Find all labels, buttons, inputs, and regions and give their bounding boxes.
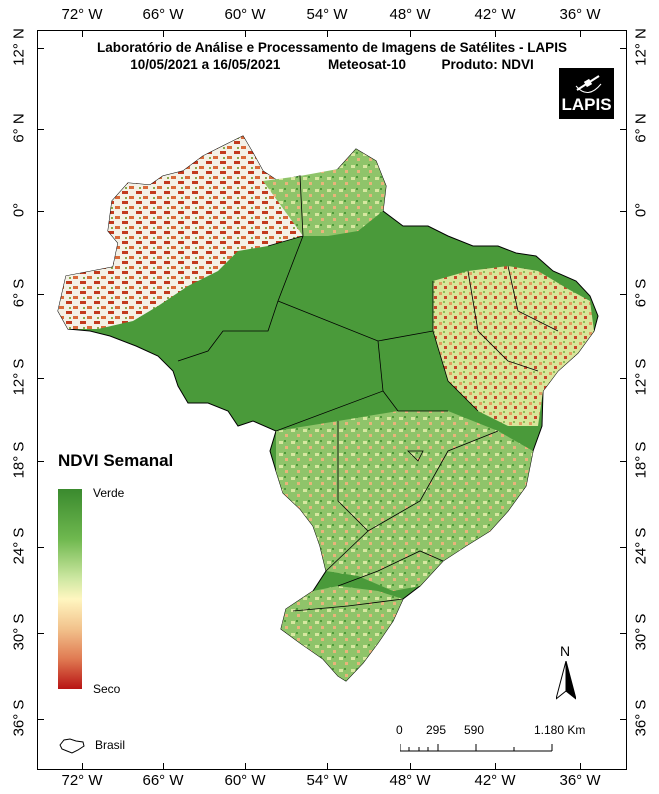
north-arrow-icon	[556, 661, 576, 700]
tick	[38, 48, 44, 49]
lat-label-left: 30° S	[10, 613, 28, 651]
tick	[163, 31, 164, 37]
satellite-text: Meteosat-10	[327, 57, 406, 72]
lon-label-top: 66° W	[142, 6, 184, 23]
lat-label-right: 12° N	[632, 28, 650, 66]
lon-label-top: 54° W	[306, 6, 348, 23]
lat-label-left: 6° N	[10, 113, 28, 143]
tick	[620, 48, 626, 49]
brazil-outline-icon	[59, 738, 85, 754]
lat-label-right: 6° S	[632, 278, 650, 308]
tick	[82, 31, 83, 37]
state-borders	[177, 175, 559, 612]
lat-label-right: 36° S	[632, 699, 650, 737]
tick	[38, 211, 44, 212]
legend-top-label: Verde	[93, 486, 125, 500]
tick	[163, 763, 164, 769]
lat-label-left: 0°	[10, 202, 28, 218]
tick	[38, 129, 44, 130]
scale-bar-line	[400, 744, 553, 752]
product-text: Produto: NDVI	[441, 57, 534, 72]
lon-label-top: 60° W	[224, 6, 266, 23]
tick	[410, 763, 411, 769]
logo-text: LAPIS	[561, 95, 612, 114]
tick	[38, 547, 44, 548]
lat-label-right: 12° S	[632, 358, 650, 396]
northern-region	[263, 149, 386, 236]
scale-label: 1.180 Km	[534, 723, 586, 737]
lat-label-right: 24° S	[632, 527, 650, 565]
legend-color-bar	[58, 489, 82, 689]
lat-label-right: 18° S	[632, 441, 650, 479]
tick	[38, 294, 44, 295]
scale-label: 295	[426, 723, 447, 737]
tick	[620, 719, 626, 720]
lon-label-top: 48° W	[389, 6, 431, 23]
lon-label-bottom: 36° W	[559, 772, 601, 789]
tick	[38, 461, 44, 462]
lon-label-bottom: 54° W	[306, 772, 348, 789]
tick	[495, 31, 496, 37]
lon-label-bottom: 42° W	[474, 772, 516, 789]
tick	[410, 31, 411, 37]
lat-label-left: 36° S	[10, 699, 28, 737]
semiarid-northeast	[433, 266, 594, 426]
lon-label-top: 36° W	[559, 6, 601, 23]
map-frame: Laboratório de Análise e Processamento d…	[37, 30, 627, 770]
tick	[245, 763, 246, 769]
lat-label-left: 24° S	[10, 527, 28, 565]
map-title: Laboratório de Análise e Processamento d…	[38, 39, 626, 73]
lat-label-left: 18° S	[10, 441, 28, 479]
ndvi-map	[57, 135, 599, 682]
scale-label: 590	[464, 723, 485, 737]
north-label: N	[560, 643, 571, 659]
central-southeast	[276, 411, 533, 591]
lon-label-bottom: 66° W	[142, 772, 184, 789]
tick	[38, 378, 44, 379]
tick	[495, 763, 496, 769]
tick	[580, 763, 581, 769]
tick	[620, 211, 626, 212]
tick	[620, 294, 626, 295]
lon-label-bottom: 72° W	[61, 772, 103, 789]
lat-label-right: 30° S	[632, 613, 650, 651]
lat-label-right: 0°	[632, 202, 650, 218]
lon-label-bottom: 60° W	[224, 772, 266, 789]
tick	[327, 763, 328, 769]
lat-label-right: 6° N	[632, 113, 650, 143]
title-line-2: 10/05/2021 a 16/05/2021 Meteosat-10 Prod…	[38, 56, 626, 73]
tick	[620, 547, 626, 548]
scale-label: 0	[396, 723, 403, 737]
tick	[580, 31, 581, 37]
tick	[327, 31, 328, 37]
satellite-icon	[575, 75, 602, 93]
tick	[620, 378, 626, 379]
tick	[82, 763, 83, 769]
southern-region	[281, 586, 403, 681]
lon-label-bottom: 48° W	[389, 772, 431, 789]
lon-label-top: 72° W	[61, 6, 103, 23]
lat-label-left: 12° S	[10, 358, 28, 396]
tick	[245, 31, 246, 37]
lat-label-left: 12° N	[10, 28, 28, 66]
title-line-1: Laboratório de Análise e Processamento d…	[97, 40, 567, 55]
lat-label-left: 6° S	[10, 278, 28, 308]
tick	[38, 719, 44, 720]
legend-bottom-label: Seco	[93, 682, 121, 696]
lon-label-top: 42° W	[474, 6, 516, 23]
brasil-label: Brasil	[95, 738, 126, 752]
legend-title: NDVI Semanal	[58, 451, 174, 470]
lapis-logo: LAPIS	[559, 68, 614, 119]
tick	[620, 461, 626, 462]
dry-region-west	[58, 136, 303, 329]
period-text: 10/05/2021 a 16/05/2021	[130, 57, 281, 72]
tick	[620, 633, 626, 634]
tick	[620, 129, 626, 130]
tick	[38, 633, 44, 634]
